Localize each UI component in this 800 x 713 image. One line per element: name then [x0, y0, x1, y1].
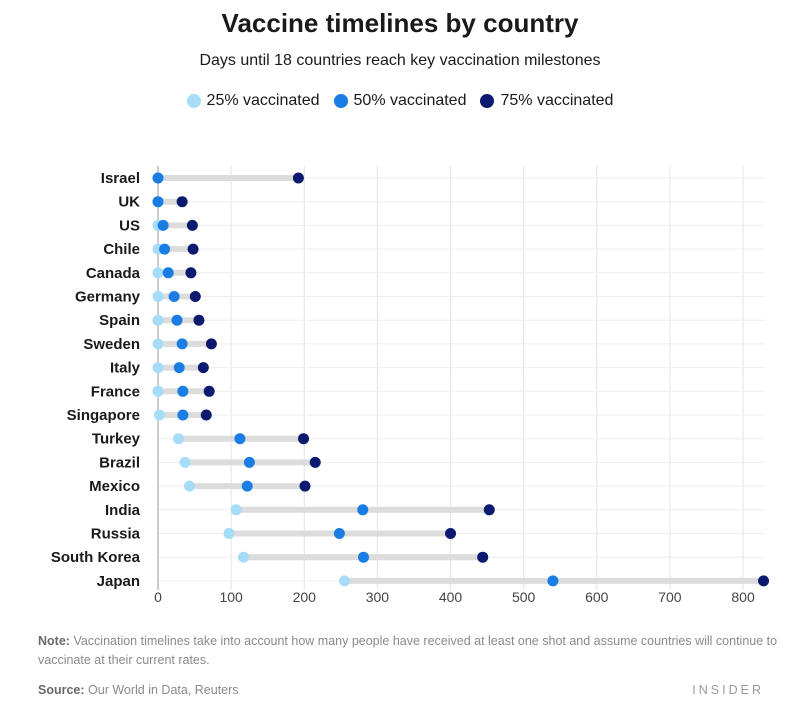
point-25 — [183, 480, 195, 492]
chart-source: Source: Our World in Data, Reuters — [38, 683, 239, 697]
point-75 — [189, 291, 201, 302]
point-25 — [223, 528, 235, 539]
source-label: Source: — [38, 683, 85, 697]
point-50 — [173, 362, 185, 374]
point-75 — [298, 433, 310, 445]
x-tick-label: 0 — [154, 589, 162, 605]
point-75 — [309, 456, 321, 468]
chart-subtitle: Days until 18 countries reach key vaccin… — [199, 52, 601, 69]
point-75 — [193, 314, 205, 326]
category-label: US — [119, 217, 140, 234]
point-50 — [171, 314, 183, 326]
category-label: Turkey — [92, 431, 141, 448]
point-50 — [157, 219, 169, 231]
legend-dot-75-icon — [480, 94, 495, 108]
category-label: Chile — [103, 241, 140, 258]
point-75 — [477, 551, 489, 563]
category-label: Sweden — [83, 336, 140, 353]
category-label: Germany — [75, 289, 141, 306]
point-75 — [200, 409, 212, 421]
point-75 — [197, 362, 209, 374]
category-label: Russia — [91, 526, 141, 543]
point-25 — [152, 385, 164, 397]
point-75 — [758, 575, 770, 587]
x-tick-label: 400 — [439, 589, 463, 605]
legend-item-25: 25% vaccinated — [186, 92, 320, 110]
x-tick-label: 700 — [658, 589, 682, 605]
point-50 — [162, 267, 174, 279]
point-25 — [172, 433, 184, 445]
point-75 — [186, 219, 198, 231]
x-tick-label: 600 — [585, 589, 609, 605]
point-50 — [547, 575, 559, 587]
point-50 — [333, 528, 345, 539]
category-label: France — [91, 383, 140, 400]
point-50 — [357, 504, 369, 516]
x-tick-label: 100 — [219, 589, 243, 605]
category-label: Singapore — [67, 407, 140, 424]
category-label: UK — [118, 194, 140, 211]
point-25 — [230, 504, 242, 516]
legend-label-50: 50% vaccinated — [353, 92, 467, 109]
note-text: Vaccination timelines take into account … — [38, 634, 778, 667]
source-text: Our World in Data, Reuters — [88, 683, 239, 697]
x-tick-label: 500 — [512, 589, 536, 605]
category-label: Spain — [99, 312, 140, 329]
point-75 — [205, 338, 217, 350]
x-tick-label: 300 — [366, 589, 390, 605]
point-25 — [152, 291, 164, 302]
brand-logo: INSIDER — [692, 683, 764, 697]
point-50 — [176, 338, 188, 350]
point-50 — [358, 551, 370, 563]
point-50 — [159, 243, 171, 255]
point-25 — [152, 338, 164, 350]
category-label: Japan — [97, 573, 140, 590]
point-50 — [243, 456, 255, 468]
point-75 — [299, 480, 311, 492]
point-50 — [152, 172, 164, 184]
point-75 — [185, 267, 197, 279]
legend-dot-50-icon — [333, 94, 348, 108]
chart-title: Vaccine timelines by country — [221, 8, 579, 38]
point-75 — [292, 172, 304, 184]
point-25 — [152, 314, 164, 326]
category-label: South Korea — [51, 549, 141, 566]
category-label: Israel — [101, 170, 140, 187]
point-25 — [238, 551, 250, 563]
point-50 — [168, 291, 180, 302]
x-tick-label: 800 — [731, 589, 755, 605]
point-50 — [177, 385, 189, 397]
point-25 — [152, 267, 164, 279]
x-tick-label: 200 — [293, 589, 317, 605]
point-50 — [152, 196, 164, 208]
point-75 — [445, 528, 457, 539]
legend-label-75: 75% vaccinated — [500, 92, 614, 109]
point-25 — [338, 575, 350, 587]
point-75 — [187, 243, 199, 255]
category-label: India — [105, 502, 141, 519]
category-label: Italy — [110, 360, 141, 377]
point-50 — [177, 409, 189, 421]
point-50 — [241, 480, 253, 492]
point-25 — [153, 409, 165, 421]
legend-item-75: 75% vaccinated — [480, 92, 613, 110]
point-25 — [152, 362, 164, 374]
legend-label-25: 25% vaccinated — [206, 92, 320, 109]
legend-item-50: 50% vaccinated — [333, 92, 467, 110]
legend: 25% vaccinated 50% vaccinated 75% vaccin… — [0, 92, 800, 110]
point-25 — [179, 456, 191, 468]
category-label: Brazil — [99, 454, 140, 471]
chart-note: Note: Vaccination timelines take into ac… — [38, 632, 778, 670]
category-label: Mexico — [89, 478, 140, 495]
note-label: Note: — [38, 634, 70, 648]
legend-dot-25-icon — [186, 94, 201, 108]
point-75 — [176, 196, 188, 208]
point-75 — [203, 385, 215, 397]
point-75 — [483, 504, 495, 516]
point-50 — [234, 433, 246, 445]
category-label: Canada — [86, 265, 141, 282]
